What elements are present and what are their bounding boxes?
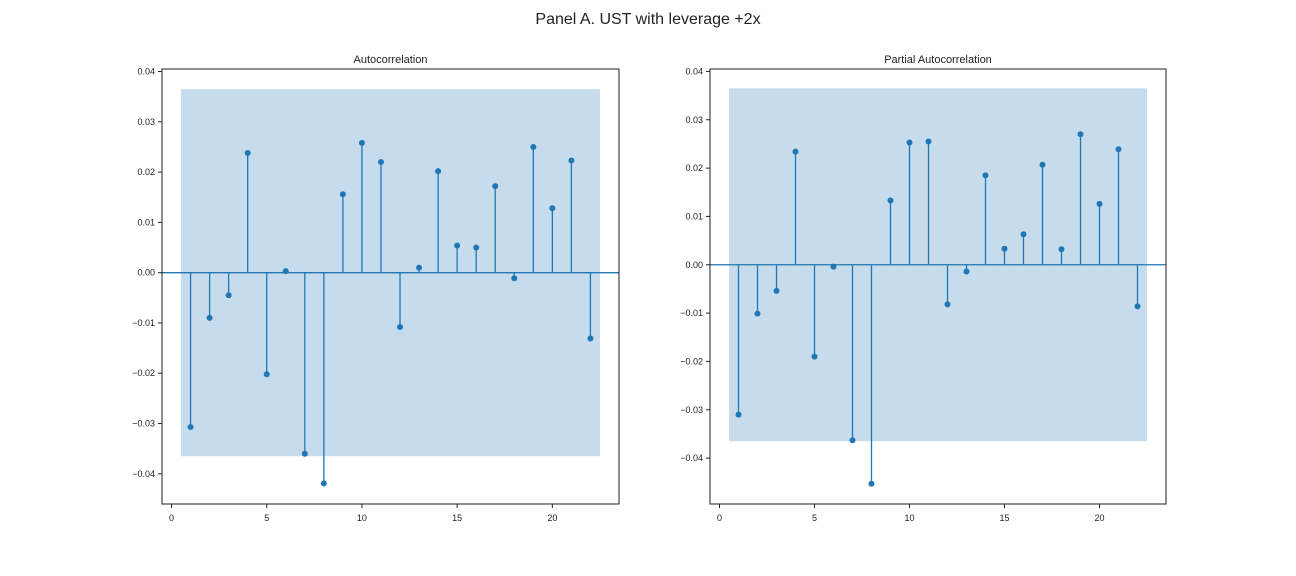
pacf-point-lag-16	[1020, 231, 1027, 238]
acf-point-lag-8	[320, 480, 327, 487]
acf-ytick-label: −0.04	[132, 469, 155, 479]
acf-point-lag-2	[206, 314, 213, 321]
pacf-ytick-label: −0.02	[680, 356, 703, 366]
acf-ytick-label: 0.00	[137, 268, 155, 278]
acf-point-lag-14	[435, 168, 442, 175]
acf-ytick-label: −0.02	[132, 368, 155, 378]
acf-point-lag-19	[530, 143, 537, 150]
acf-point-lag-4	[244, 149, 251, 156]
pacf-point-lag-18	[1058, 246, 1065, 253]
pacf-ytick-label: 0.01	[685, 211, 703, 221]
acf-point-lag-6	[282, 268, 289, 275]
pacf-point-lag-6	[830, 263, 837, 270]
acf-point-lag-22	[587, 335, 594, 342]
pacf-point-lag-8	[868, 480, 875, 487]
pacf-point-lag-4	[792, 148, 799, 155]
pacf-ytick-label: 0.00	[685, 260, 703, 270]
acf-xtick-label: 0	[169, 513, 174, 523]
pacf-axes-frame	[709, 68, 1167, 505]
pacf-ytick-label: 0.04	[685, 66, 703, 76]
pacf-point-lag-12	[944, 301, 951, 308]
acf-point-lag-10	[358, 139, 365, 146]
pacf-title: Partial Autocorrelation	[884, 54, 992, 66]
acf-point-lag-16	[473, 244, 480, 251]
acf-ytick-label: 0.04	[137, 67, 155, 77]
acf-point-lag-12	[397, 323, 404, 330]
pacf-xtick-label: 5	[812, 513, 817, 523]
figure-title: Panel A. UST with leverage +2x	[535, 11, 760, 28]
pacf-point-lag-1	[735, 411, 742, 418]
pacf-ytick-label: 0.03	[685, 115, 703, 125]
acf-point-lag-5	[263, 371, 270, 378]
acf-point-lag-9	[339, 191, 346, 198]
pacf-ytick-label: 0.02	[685, 163, 703, 173]
pacf-point-lag-7	[849, 437, 856, 444]
acf-ytick-label: 0.02	[137, 167, 155, 177]
pacf-xtick-label: 0	[717, 513, 722, 523]
pacf-point-lag-3	[773, 287, 780, 294]
pacf-point-lag-20	[1096, 200, 1103, 207]
acf-panel: Autocorrelation −0.04 −0.03 −0.02 −0.01 0.00…	[132, 54, 620, 523]
acf-xtick-label: 20	[547, 513, 557, 523]
acf-point-lag-3	[225, 292, 232, 299]
acf-point-lag-20	[549, 205, 556, 212]
pacf-point-lag-22	[1134, 303, 1141, 310]
pacf-panel: Partial Autocorrelation −0.04 −0.03 −0.02 −…	[680, 54, 1167, 523]
acf-point-lag-15	[454, 242, 461, 249]
acf-point-lag-18	[511, 275, 518, 282]
pacf-point-lag-9	[887, 197, 894, 204]
acf-xtick-label: 10	[357, 513, 367, 523]
pacf-point-lag-19	[1077, 131, 1084, 138]
pacf-ytick-label: −0.04	[680, 453, 703, 463]
pacf-point-lag-10	[906, 139, 913, 146]
pacf-xtick-label: 15	[999, 513, 1009, 523]
acf-ytick-label: 0.03	[137, 117, 155, 127]
acf-axes-frame	[161, 68, 620, 505]
pacf-point-lag-2	[754, 310, 761, 317]
acf-ytick-label: −0.03	[132, 419, 155, 429]
pacf-ytick-label: −0.01	[680, 308, 703, 318]
acf-xtick-label: 5	[264, 513, 269, 523]
acf-point-lag-7	[301, 450, 308, 457]
pacf-point-lag-11	[925, 138, 932, 145]
pacf-point-lag-21	[1115, 146, 1122, 153]
pacf-point-lag-13	[963, 268, 970, 275]
acf-point-lag-11	[377, 159, 384, 166]
acf-ytick-label: −0.01	[132, 318, 155, 328]
pacf-point-lag-17	[1039, 161, 1046, 168]
acf-ytick-label: 0.01	[137, 217, 155, 227]
acf-point-lag-21	[568, 157, 575, 164]
pacf-xtick-label: 10	[904, 513, 914, 523]
acf-point-lag-17	[492, 183, 499, 190]
pacf-point-lag-15	[1001, 245, 1008, 252]
acf-xtick-label: 15	[452, 513, 462, 523]
pacf-point-lag-14	[982, 172, 989, 179]
acf-point-lag-1	[187, 424, 194, 431]
pacf-ytick-label: −0.03	[680, 405, 703, 415]
acf-title: Autocorrelation	[354, 54, 428, 66]
pacf-point-lag-5	[811, 353, 818, 360]
acf-point-lag-13	[416, 264, 423, 271]
pacf-xtick-label: 20	[1094, 513, 1104, 523]
